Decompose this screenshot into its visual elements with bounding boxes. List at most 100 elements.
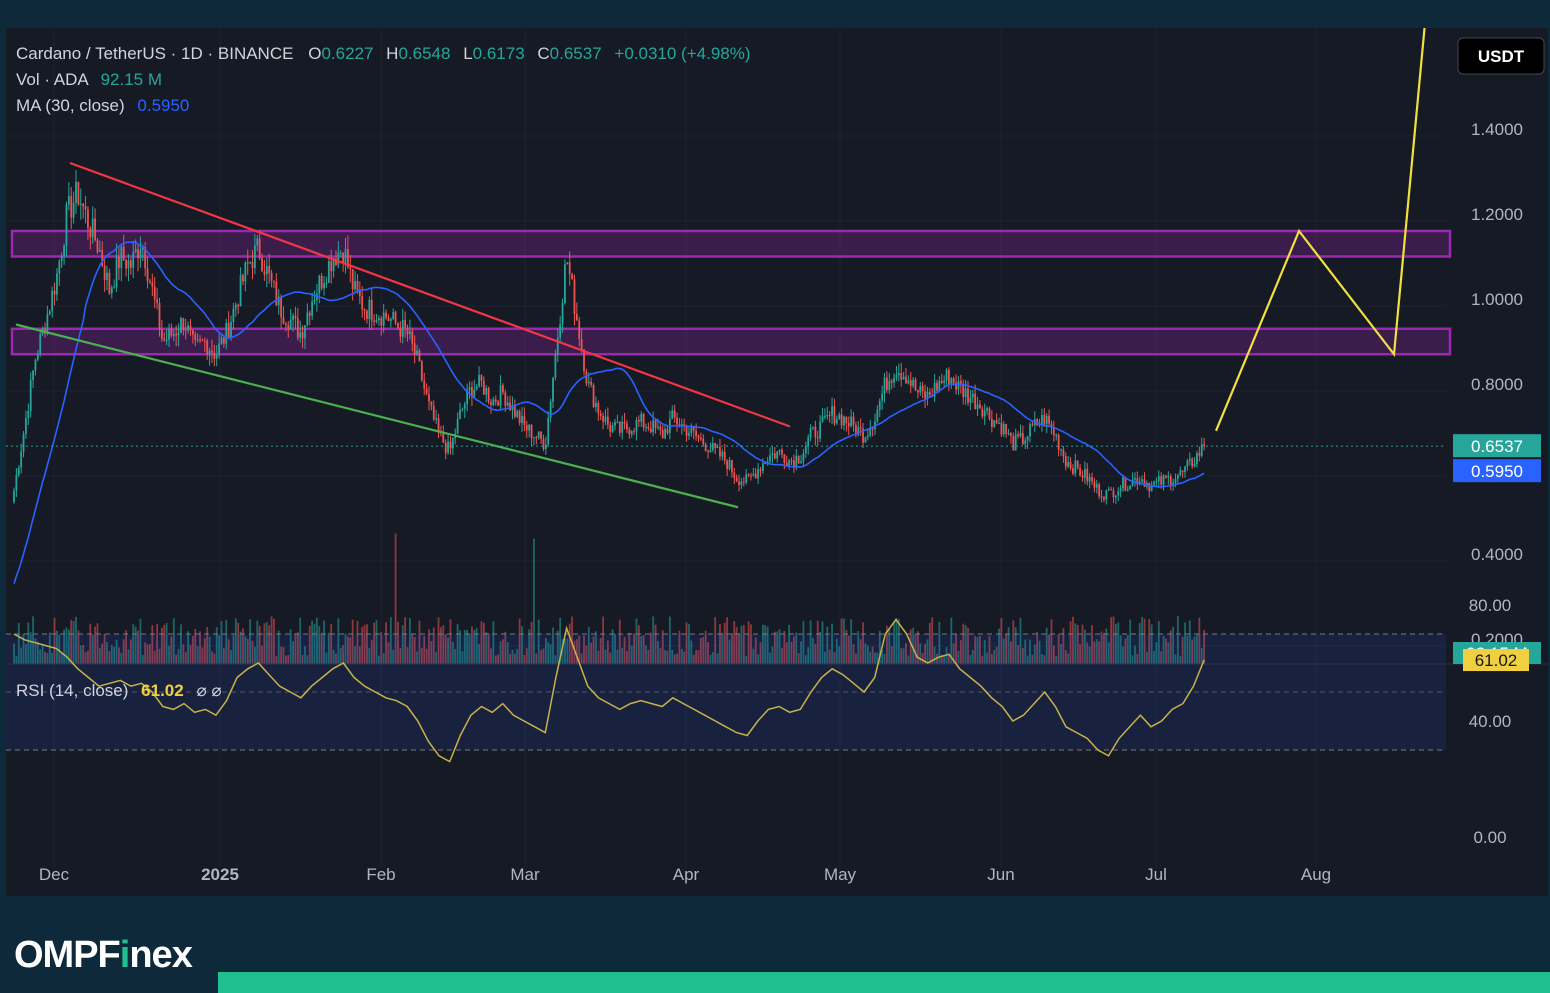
candle-body bbox=[814, 426, 817, 438]
candle-body bbox=[225, 322, 228, 344]
volume-bar bbox=[335, 653, 337, 664]
candle-body bbox=[327, 261, 330, 283]
candle-body bbox=[862, 428, 864, 443]
volume-bar bbox=[566, 638, 569, 664]
candle-body bbox=[308, 312, 311, 316]
volume-bar bbox=[175, 654, 178, 664]
candle-body bbox=[967, 388, 969, 403]
volume-bar bbox=[931, 617, 934, 664]
volume-bar bbox=[1012, 620, 1015, 664]
candle-body bbox=[318, 275, 321, 294]
volume-bar bbox=[1048, 634, 1050, 664]
ma-label[interactable]: MA (30, close) bbox=[16, 96, 125, 115]
candle-body bbox=[883, 377, 886, 394]
volume-label[interactable]: Vol · ADA bbox=[16, 70, 89, 89]
volume-bar bbox=[418, 620, 421, 664]
volume-bar bbox=[70, 619, 73, 664]
volume-bar bbox=[1000, 618, 1003, 664]
candle-body bbox=[695, 430, 698, 437]
volume-bar bbox=[778, 629, 781, 664]
projection-path[interactable] bbox=[1214, 1, 1429, 432]
volume-bar bbox=[401, 625, 404, 664]
candle-body bbox=[103, 265, 106, 280]
volume-bar bbox=[602, 616, 604, 664]
candle-body bbox=[375, 319, 378, 322]
volume-bar bbox=[56, 630, 58, 664]
candle-body bbox=[1117, 491, 1120, 496]
volume-bar bbox=[1181, 636, 1184, 664]
legend-line-3: MA (30, close) 0.5950 bbox=[16, 96, 189, 115]
volume-bar bbox=[206, 626, 209, 664]
candle-body bbox=[137, 249, 139, 259]
volume-bar bbox=[208, 636, 211, 664]
candle-body bbox=[492, 399, 495, 405]
volume-bar bbox=[180, 624, 182, 664]
volume-bar bbox=[430, 641, 433, 664]
descending-resistance-line[interactable] bbox=[69, 161, 791, 428]
volume-bar bbox=[850, 619, 853, 664]
time-axis[interactable]: Dec 2025 Feb Mar Apr May Jun Jul Aug bbox=[39, 865, 1331, 884]
candle-body bbox=[962, 385, 965, 398]
volume-bar bbox=[766, 626, 769, 664]
candle-body bbox=[1165, 475, 1167, 478]
candle-body bbox=[244, 262, 247, 282]
volume-bar bbox=[1148, 619, 1151, 664]
candle-body bbox=[358, 290, 361, 297]
volume-bar bbox=[1176, 616, 1179, 664]
volume-bar bbox=[847, 635, 850, 664]
candle-body bbox=[378, 318, 380, 320]
volume-bar bbox=[580, 653, 583, 664]
candle-body bbox=[606, 416, 609, 425]
candle-body bbox=[957, 381, 960, 390]
candle-body bbox=[566, 262, 569, 265]
candle-body bbox=[1198, 453, 1201, 456]
volume-bar bbox=[494, 655, 497, 664]
candle-body bbox=[1021, 433, 1024, 445]
candle-body bbox=[1091, 477, 1093, 482]
volume-bar bbox=[41, 644, 44, 664]
volume-bar bbox=[950, 617, 953, 664]
volume-bar bbox=[1019, 617, 1022, 664]
resistance-zones[interactable] bbox=[10, 229, 1452, 356]
currency-button[interactable]: USDT bbox=[1457, 37, 1545, 75]
candle-body bbox=[211, 350, 213, 353]
candle-body bbox=[487, 387, 490, 402]
candle-body bbox=[804, 446, 807, 454]
volume-bar bbox=[883, 653, 886, 664]
volume-bar bbox=[177, 648, 180, 664]
candle-body bbox=[621, 421, 624, 433]
volume-bar bbox=[413, 637, 416, 664]
volume-bar bbox=[635, 618, 638, 664]
visibility-icon[interactable]: ⌀ ⌀ bbox=[196, 681, 221, 700]
chart-panel[interactable]: 1.4000 1.2000 1.0000 0.8000 0.4000 0.2000 80.… bbox=[6, 0, 1548, 896]
symbol-title[interactable]: Cardano / TetherUS · 1D · BINANCE bbox=[16, 44, 293, 63]
candle-body bbox=[53, 290, 56, 295]
volume-bar bbox=[134, 626, 137, 664]
candle-body bbox=[917, 390, 919, 393]
candle-body bbox=[1086, 468, 1089, 482]
volume-bar bbox=[556, 630, 559, 664]
volume-bar bbox=[649, 632, 652, 664]
volume-bar bbox=[232, 635, 235, 664]
candle-body bbox=[630, 431, 633, 435]
candle-body bbox=[828, 415, 831, 417]
candle-body bbox=[1181, 470, 1184, 473]
volume-bar bbox=[1150, 624, 1153, 664]
descending-support-line[interactable] bbox=[15, 323, 739, 509]
candle-body bbox=[459, 409, 461, 419]
volume-bar bbox=[44, 651, 46, 664]
volume-bar bbox=[478, 643, 480, 664]
volume-bar bbox=[781, 647, 783, 664]
candle-body bbox=[816, 437, 819, 439]
volume-bar bbox=[158, 648, 161, 664]
volume-bar bbox=[98, 647, 101, 664]
candle-body bbox=[552, 377, 554, 402]
candle-body bbox=[855, 424, 857, 435]
volume-bar bbox=[227, 639, 230, 664]
volume-bar bbox=[287, 655, 290, 664]
volume-bar bbox=[406, 647, 409, 664]
volume-bar bbox=[874, 652, 876, 664]
rsi-label[interactable]: RSI (14, close) bbox=[16, 681, 128, 700]
